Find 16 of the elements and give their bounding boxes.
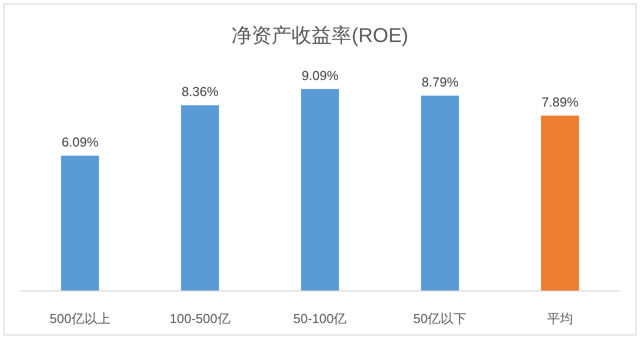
data-label: 6.09% — [62, 134, 99, 150]
x-tick-label: 50亿以下 — [413, 311, 467, 326]
x-tick-label: 500亿以上 — [50, 311, 110, 326]
chart-title: 净资产收益率(ROE) — [232, 25, 408, 47]
data-label: 8.36% — [182, 84, 219, 100]
x-tick-label: 50-100亿 — [293, 311, 347, 326]
data-label: 7.89% — [542, 94, 579, 110]
bar — [541, 116, 579, 291]
bar — [181, 105, 219, 291]
bar — [301, 89, 339, 291]
x-tick-label: 100-500亿 — [170, 311, 230, 326]
bar — [61, 156, 99, 291]
bar — [421, 96, 459, 291]
x-tick-label: 平均 — [547, 311, 573, 326]
data-label: 9.09% — [302, 68, 339, 83]
data-label: 8.79% — [422, 74, 459, 90]
